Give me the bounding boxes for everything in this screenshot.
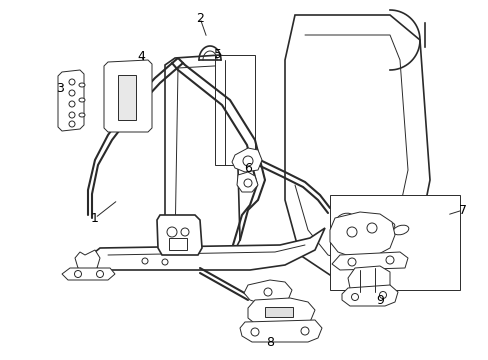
Text: 9: 9 [375,293,383,306]
Polygon shape [285,15,429,290]
Circle shape [244,179,251,187]
Text: 5: 5 [214,49,222,62]
Circle shape [379,292,386,298]
Circle shape [162,259,168,265]
Polygon shape [347,266,389,294]
Polygon shape [244,280,291,305]
Ellipse shape [79,113,85,117]
Circle shape [351,293,358,301]
Ellipse shape [79,83,85,87]
Bar [118,75,136,120]
Polygon shape [329,212,394,258]
Circle shape [96,270,103,278]
Polygon shape [247,298,314,328]
Bar [329,195,459,290]
Circle shape [264,288,271,296]
Ellipse shape [337,213,352,223]
Ellipse shape [350,216,366,226]
Polygon shape [164,55,240,250]
Text: 3: 3 [56,81,64,94]
Text: 4: 4 [137,49,144,63]
Polygon shape [104,60,152,132]
Ellipse shape [365,219,380,229]
Circle shape [142,258,148,264]
Polygon shape [58,70,84,131]
Polygon shape [75,250,100,272]
Polygon shape [157,215,202,255]
Polygon shape [341,285,397,306]
Text: 6: 6 [244,162,251,175]
Polygon shape [331,252,407,270]
Circle shape [69,79,75,85]
Circle shape [167,227,177,237]
Bar [169,238,186,250]
Bar [264,307,292,317]
Circle shape [181,228,189,236]
Polygon shape [85,228,325,270]
Circle shape [69,121,75,127]
Ellipse shape [392,225,408,235]
Text: 1: 1 [91,211,99,225]
Circle shape [250,328,259,336]
Text: 8: 8 [265,336,273,348]
Circle shape [347,258,355,266]
Polygon shape [240,320,321,342]
Circle shape [74,270,81,278]
Text: 7: 7 [458,203,466,216]
Circle shape [69,112,75,118]
Polygon shape [62,268,115,280]
Text: 2: 2 [196,12,203,24]
Ellipse shape [378,222,394,232]
Circle shape [243,156,252,166]
Bar [215,55,254,165]
Ellipse shape [79,98,85,102]
Circle shape [346,227,356,237]
Circle shape [301,327,308,335]
Circle shape [385,256,393,264]
Circle shape [366,223,376,233]
Circle shape [69,90,75,96]
Polygon shape [231,148,262,172]
Polygon shape [237,172,258,192]
Circle shape [69,101,75,107]
